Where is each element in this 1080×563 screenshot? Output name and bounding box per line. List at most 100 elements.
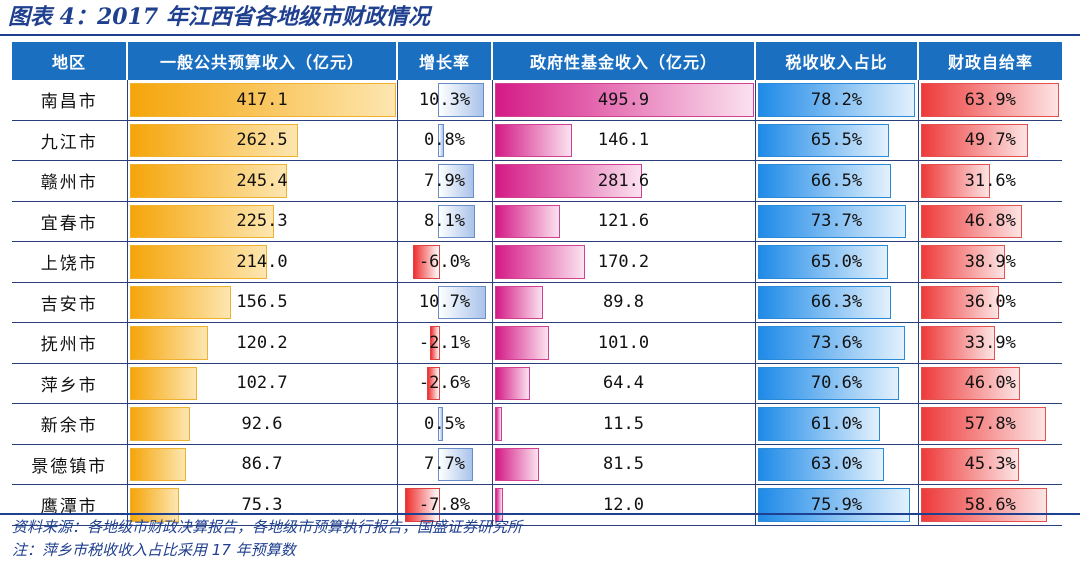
cell-fund: 495.9 — [492, 80, 756, 121]
fund-value: 495.9 — [597, 89, 650, 110]
table-row: 宜春市 225.3 8.1% 121.6 73.7% 46.8% — [12, 201, 1062, 242]
self-sufficiency-bar — [920, 123, 1029, 157]
cell-self-sufficiency: 31.6% — [918, 160, 1062, 202]
tax-share-bar — [757, 164, 892, 198]
cell-growth: -2.1% — [397, 322, 493, 364]
cell-income: 120.2 — [127, 322, 398, 364]
growth-bar — [438, 123, 444, 157]
cell-fund: 121.6 — [492, 201, 756, 242]
cell-self-sufficiency: 57.8% — [918, 403, 1062, 445]
self-sufficiency-bar — [920, 488, 1048, 522]
income-value: 102.7 — [236, 373, 288, 394]
tax-share-bar — [757, 447, 885, 481]
tax-share-bar — [757, 326, 906, 360]
income-value: 225.3 — [236, 211, 288, 232]
income-bar — [129, 326, 208, 360]
fund-bar — [494, 245, 585, 279]
cell-tax-share: 73.6% — [755, 322, 919, 364]
cell-tax-share: 78.2% — [755, 80, 919, 121]
header-self-sufficiency: 财政自给率 — [918, 42, 1062, 80]
table-row: 萍乡市 102.7 -2.6% 64.4 70.6% 46.0% — [12, 363, 1062, 404]
table-row: 南昌市 417.1 10.3% 495.9 78.2% 63.9% — [12, 80, 1062, 121]
growth-bar — [412, 245, 441, 279]
cell-region: 萍乡市 — [12, 363, 128, 404]
fund-value: 81.5 — [603, 454, 644, 475]
cell-tax-share: 63.0% — [755, 444, 919, 485]
fund-bar — [494, 407, 503, 441]
growth-value: -7.8% — [418, 494, 471, 515]
cell-region: 九江市 — [12, 120, 128, 161]
header-growth: 增长率 — [397, 42, 493, 80]
tax-share-value: 78.2% — [810, 89, 863, 110]
self-sufficiency-bar — [920, 407, 1046, 441]
fund-value: 146.1 — [597, 130, 650, 151]
fund-bar — [494, 204, 560, 238]
cell-tax-share: 75.9% — [755, 484, 919, 526]
tax-share-bar — [757, 204, 906, 238]
fund-bar — [494, 366, 530, 400]
income-value: 417.1 — [236, 89, 288, 110]
growth-bar — [438, 204, 475, 238]
growth-bar — [438, 407, 443, 441]
growth-value: 0.8% — [424, 130, 465, 151]
income-bar — [129, 366, 197, 400]
fund-bar — [494, 447, 539, 481]
tax-share-value: 73.6% — [810, 332, 863, 353]
self-sufficiency-value: 46.8% — [964, 211, 1016, 232]
self-sufficiency-value: 45.3% — [964, 454, 1016, 475]
cell-tax-share: 73.7% — [755, 201, 919, 242]
fund-value: 170.2 — [597, 251, 650, 272]
tax-share-bar — [757, 245, 889, 279]
cell-region: 赣州市 — [12, 160, 128, 202]
self-sufficiency-value: 58.6% — [964, 494, 1016, 515]
fund-value: 12.0 — [603, 494, 644, 515]
self-sufficiency-value: 63.9% — [964, 89, 1016, 110]
tax-share-bar — [757, 83, 915, 117]
cell-tax-share: 70.6% — [755, 363, 919, 404]
fund-value: 101.0 — [597, 332, 650, 353]
cell-fund: 281.6 — [492, 160, 756, 202]
income-value: 245.4 — [236, 170, 288, 191]
cell-region: 宜春市 — [12, 201, 128, 242]
income-value: 120.2 — [236, 332, 288, 353]
income-bar — [129, 164, 287, 198]
cell-tax-share: 65.0% — [755, 241, 919, 283]
cell-fund: 101.0 — [492, 322, 756, 364]
cell-region: 南昌市 — [12, 80, 128, 121]
tax-share-bar — [757, 123, 890, 157]
cell-region: 鹰潭市 — [12, 484, 128, 526]
growth-value: 7.9% — [424, 170, 465, 191]
tax-share-value: 66.5% — [810, 170, 863, 191]
self-sufficiency-bar — [920, 245, 1006, 279]
table-row: 上饶市 214.0 -6.0% 170.2 65.0% 38.9% — [12, 241, 1062, 283]
cell-region: 吉安市 — [12, 282, 128, 323]
cell-tax-share: 61.0% — [755, 403, 919, 445]
fund-value: 121.6 — [597, 211, 650, 232]
cell-growth: 0.5% — [397, 403, 493, 445]
table-row: 抚州市 120.2 -2.1% 101.0 73.6% 33.9% — [12, 322, 1062, 364]
cell-self-sufficiency: 45.3% — [918, 444, 1062, 485]
tax-share-value: 61.0% — [810, 413, 863, 434]
growth-value: 0.5% — [424, 413, 465, 434]
fund-bar — [494, 285, 544, 319]
cell-growth: 0.8% — [397, 120, 493, 161]
cell-fund: 170.2 — [492, 241, 756, 283]
header-tax-share: 税收收入占比 — [755, 42, 919, 80]
self-sufficiency-bar — [920, 285, 1000, 319]
cell-region: 上饶市 — [12, 241, 128, 283]
cell-income: 245.4 — [127, 160, 398, 202]
cell-self-sufficiency: 38.9% — [918, 241, 1062, 283]
tax-share-value: 73.7% — [810, 211, 863, 232]
self-sufficiency-value: 33.9% — [964, 332, 1016, 353]
fund-value: 281.6 — [597, 170, 650, 191]
header-income: 一般公共预算收入（亿元） — [127, 42, 398, 80]
cell-tax-share: 66.5% — [755, 160, 919, 202]
cell-fund: 11.5 — [492, 403, 756, 445]
income-value: 92.6 — [241, 413, 283, 434]
income-value: 86.7 — [241, 454, 283, 475]
cell-growth: 7.7% — [397, 444, 493, 485]
income-bar — [129, 488, 180, 522]
growth-bar — [438, 447, 474, 481]
cell-self-sufficiency: 33.9% — [918, 322, 1062, 364]
cell-self-sufficiency: 46.8% — [918, 201, 1062, 242]
